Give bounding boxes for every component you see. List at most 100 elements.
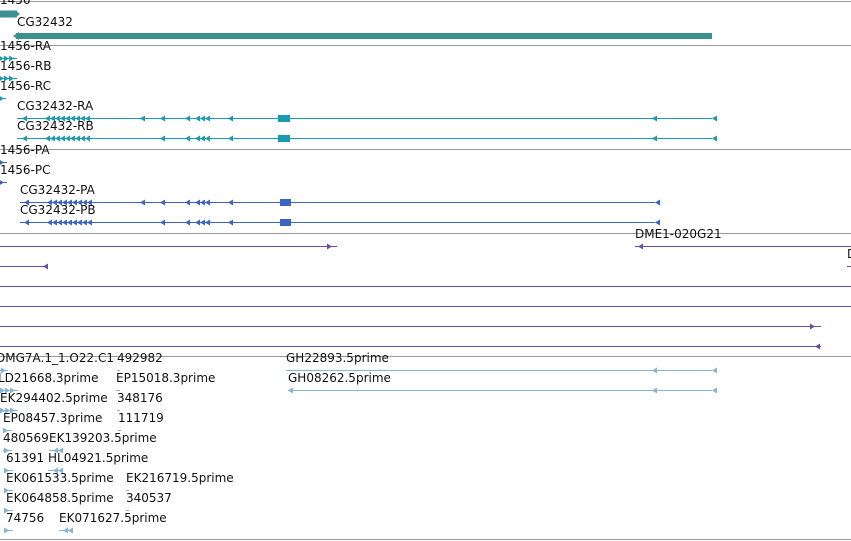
strand-arrow xyxy=(50,135,55,142)
feature[interactable]: EP15018.3prime xyxy=(116,371,215,391)
strand-arrow xyxy=(10,387,15,394)
feature[interactable]: D xyxy=(847,247,851,270)
feature[interactable]: DMG7A.1_1.O22.C1 xyxy=(0,351,114,374)
feature[interactable]: 1456-PC xyxy=(0,163,50,186)
strand-arrow xyxy=(655,219,660,226)
feature[interactable]: GH22893.5prime xyxy=(286,351,717,374)
feature[interactable]: 74756 xyxy=(4,511,44,534)
feature[interactable]: 1456-RB xyxy=(0,59,51,82)
strand-arrow xyxy=(57,199,62,206)
strand-arrow xyxy=(4,507,9,514)
feature[interactable]: HL04921.5prime xyxy=(48,451,148,474)
strand-arrow xyxy=(80,115,85,122)
strand-arrow xyxy=(80,135,85,142)
strand-arrow xyxy=(82,199,87,206)
strand-arrow xyxy=(185,219,190,226)
gene-block xyxy=(0,10,17,18)
feature[interactable]: CG32432-RB xyxy=(17,119,717,142)
feature[interactable] xyxy=(0,323,821,330)
feature[interactable]: CG32432-PB xyxy=(20,203,660,226)
strand-arrow xyxy=(70,115,75,122)
feature-label: 1456 xyxy=(0,0,31,7)
feature-label: 1456-RA xyxy=(0,39,52,53)
feature-label: LD21668.3prime xyxy=(0,371,99,385)
feature[interactable]: 1456-RC xyxy=(0,79,51,102)
feature[interactable]: EK294402.5prime xyxy=(0,391,108,414)
feature-label: CG32432-RB xyxy=(17,119,94,133)
feature[interactable]: 340537 xyxy=(126,491,172,511)
feature-label: D xyxy=(847,247,851,261)
strand-arrow xyxy=(0,96,4,101)
feature[interactable]: 1456-PA xyxy=(0,143,50,166)
strand-arrow xyxy=(4,447,9,454)
feature[interactable]: EK064858.5prime xyxy=(4,491,114,514)
strand-arrow xyxy=(1,367,6,374)
feature-label: EK064858.5prime xyxy=(6,491,114,505)
strand-arrow xyxy=(712,115,717,122)
strand-arrow xyxy=(72,199,77,206)
feature-label: EP15018.3prime xyxy=(116,371,215,385)
strand-arrow xyxy=(228,219,233,226)
feature[interactable]: EK139203.5prime xyxy=(49,431,157,454)
strand-arrow xyxy=(712,367,717,374)
strand-arrow xyxy=(228,115,233,122)
feature[interactable]: 492982 xyxy=(117,351,163,371)
feature[interactable]: 61391 xyxy=(4,451,44,474)
feature[interactable]: EP08457.3prime xyxy=(3,411,102,434)
strand-arrow xyxy=(288,387,293,394)
strand-arrow xyxy=(3,427,8,434)
strand-arrow xyxy=(195,115,200,122)
feature[interactable]: CG32432 xyxy=(13,15,712,40)
exon-block xyxy=(280,199,291,206)
strand-arrow xyxy=(53,467,58,474)
feature[interactable]: DME1-020G21 xyxy=(635,227,851,250)
strand-arrow xyxy=(60,115,65,122)
strand-arrow xyxy=(77,199,82,206)
feature[interactable]: CG32432-RA xyxy=(17,99,717,122)
strand-arrow xyxy=(655,199,660,206)
strand-arrow xyxy=(77,219,82,226)
feature[interactable] xyxy=(0,343,821,350)
strand-arrow xyxy=(45,115,50,122)
strand-arrow xyxy=(22,115,27,122)
strand-arrow xyxy=(200,199,205,206)
feature[interactable] xyxy=(0,263,48,270)
track-transcripts: 1456-RA 1456-RB 1456-RC CG32432-RA CG32432-R… xyxy=(0,39,717,142)
strand-arrow xyxy=(87,219,92,226)
feature[interactable]: 1456 xyxy=(0,0,31,18)
feature[interactable]: 111719 xyxy=(118,411,164,431)
strand-arrow xyxy=(62,219,67,226)
strand-arrow xyxy=(15,10,20,18)
strand-arrow xyxy=(24,219,29,226)
strand-arrow xyxy=(205,115,210,122)
feature[interactable]: 1456-RA xyxy=(0,39,52,62)
feature[interactable] xyxy=(0,243,337,250)
feature-label: CG32432-PB xyxy=(20,203,96,217)
feature[interactable]: EK216719.5prime xyxy=(126,471,234,491)
strand-arrow xyxy=(10,407,15,414)
strand-arrow xyxy=(0,180,4,185)
strand-arrow xyxy=(0,76,4,81)
feature-label: 492982 xyxy=(117,351,163,365)
feature[interactable]: GH08262.5prime xyxy=(288,371,717,394)
feature-label: 1456-RB xyxy=(0,59,51,73)
feature[interactable]: EK071627.5prime xyxy=(59,511,167,534)
strand-arrow xyxy=(65,115,70,122)
strand-arrow xyxy=(140,199,145,206)
strand-arrow xyxy=(185,135,190,142)
feature-label: 61391 xyxy=(6,451,44,465)
feature[interactable]: 348176 xyxy=(117,391,163,411)
strand-arrow xyxy=(0,160,4,165)
exon-block xyxy=(278,135,290,142)
feature[interactable]: CG32432-PA xyxy=(20,183,660,206)
feature[interactable]: EK061533.5prime xyxy=(4,471,114,494)
feature-label: 1456-PC xyxy=(0,163,50,177)
strand-arrow xyxy=(52,219,57,226)
strand-arrow xyxy=(5,387,10,394)
feature[interactable]: LD21668.3prime xyxy=(0,371,99,394)
feature[interactable]: 480569 xyxy=(3,431,49,454)
strand-arrow xyxy=(75,135,80,142)
feature-label: DME1-020G21 xyxy=(635,227,722,241)
